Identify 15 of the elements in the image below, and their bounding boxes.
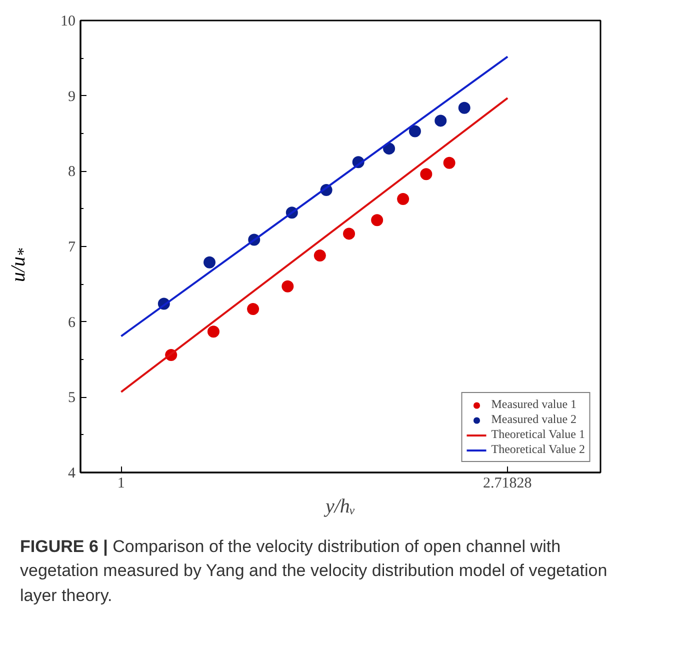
y-tick-label: 4 xyxy=(68,466,76,482)
y-tick-label: 10 xyxy=(60,14,76,30)
y-tick-label: 5 xyxy=(68,390,76,406)
legend-label: Measured value 1 xyxy=(491,397,577,412)
y-tick-label: 6 xyxy=(68,314,76,331)
y-tick-label: 9 xyxy=(68,88,76,105)
x-tick-label: 1 xyxy=(117,476,125,492)
legend-label: Measured value 2 xyxy=(491,412,577,427)
caption: FIGURE 6 | Comparison of the velocity distribution of open channel with vegetation measured by Yang and the velocity distribution model of vegetation layer theory. xyxy=(20,536,608,607)
legend-label: Theoretical Value 1 xyxy=(491,427,585,442)
x-tick-label: 2.71828 xyxy=(482,476,532,492)
y-tick-label: 7 xyxy=(68,240,76,256)
y-tick-label: 8 xyxy=(68,164,76,180)
legend-label: Theoretical Value 2 xyxy=(491,442,585,457)
x-axis-title: y/hᵥ xyxy=(323,496,356,518)
